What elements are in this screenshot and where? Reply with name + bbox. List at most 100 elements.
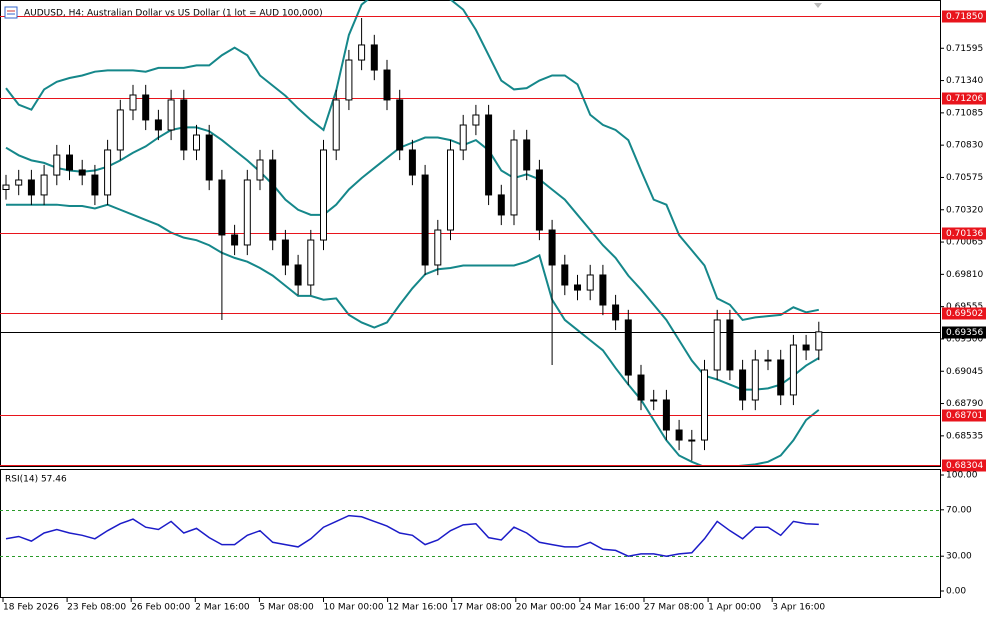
bollinger-lower (6, 203, 820, 466)
candle-body (154, 119, 162, 131)
candle-body (180, 99, 188, 151)
x-tick-label: 24 Mar 16:00 (580, 603, 640, 613)
x-tick-label: 10 Mar 00:00 (324, 603, 384, 613)
y-tick-label: 0.70575 (946, 173, 983, 183)
current-price-box (942, 326, 986, 339)
candle-body (66, 154, 73, 171)
y-tick-label: 100.00 (946, 471, 978, 481)
candle-body (510, 139, 518, 216)
candle-body (574, 284, 581, 291)
candle-body (243, 179, 251, 246)
candle-body (218, 179, 226, 236)
candle-body (624, 319, 632, 376)
candle-body (91, 174, 99, 196)
candle-body (370, 44, 378, 71)
candle-body (586, 274, 594, 291)
candle-body (497, 194, 505, 216)
candle-body (78, 169, 86, 176)
x-tick-label: 26 Feb 00:00 (131, 603, 190, 613)
candle-body (129, 94, 137, 111)
candle-body (53, 154, 61, 176)
x-tick-label: 5 Mar 08:00 (259, 603, 314, 613)
candle-body (332, 99, 340, 151)
candle-body (269, 159, 277, 241)
candle-body (701, 369, 708, 441)
candle-body (358, 44, 366, 61)
level-label-box (942, 409, 986, 422)
candle-body (281, 239, 289, 266)
candle-body (434, 229, 442, 266)
rsi-panel (0, 469, 941, 598)
candle-body (535, 169, 543, 231)
candle-body (193, 134, 200, 151)
x-tick-label: 18 Feb 2026 (3, 603, 59, 613)
x-tick-label: 1 Apr 00:00 (708, 603, 761, 613)
candle-body (751, 359, 759, 401)
candle-body (675, 429, 683, 441)
candle-body (662, 399, 670, 431)
candle-body (802, 344, 810, 351)
candle-body (459, 124, 467, 151)
x-tick-label: 2 Mar 16:00 (195, 603, 250, 613)
candle-body (713, 319, 721, 371)
candle-body (396, 99, 404, 151)
level-label-box (942, 227, 986, 240)
candle-body (447, 149, 454, 231)
x-tick-label: 27 Mar 08:00 (644, 603, 704, 613)
level-label: 0.69502 (946, 309, 983, 319)
level-label: 0.71206 (946, 94, 983, 104)
x-tick-label: 3 Apr 16:00 (772, 603, 825, 613)
candle-body (815, 331, 823, 351)
candle-body (599, 274, 607, 306)
bollinger-upper (5, 0, 819, 322)
candle-body (421, 174, 429, 266)
y-tick-label: 0.69045 (946, 367, 983, 377)
candle-body (142, 94, 150, 121)
candle-body (561, 264, 569, 286)
candle-body (637, 374, 645, 401)
y-tick-label: 0.69810 (946, 270, 983, 280)
y-tick-label: 0.70830 (946, 141, 983, 151)
candle-body (2, 184, 10, 190)
scroll-marker (814, 3, 822, 8)
candle-body (523, 139, 531, 171)
x-tick-label: 17 Mar 08:00 (452, 603, 512, 613)
y-tick-label: 0.69300 (946, 334, 983, 344)
chart-title: AUDUSD, H4: Australian Dollar vs US Doll… (24, 9, 323, 19)
candle-body (104, 149, 112, 196)
candle-body (739, 369, 747, 401)
candle-body (345, 59, 353, 101)
candle-body (231, 234, 239, 246)
y-tick-label: 70.00 (946, 505, 972, 515)
candle-body (320, 149, 327, 241)
y-tick-label: 0.68535 (946, 431, 983, 441)
candle-body (789, 344, 797, 396)
y-tick-label: 30.00 (946, 552, 972, 562)
level-label: 0.68701 (946, 411, 983, 421)
candle-body (408, 149, 416, 176)
candle-body (307, 239, 315, 286)
level-label: 0.70136 (946, 229, 983, 239)
level-label: 0.68304 (946, 461, 983, 471)
candle-body (472, 114, 480, 126)
x-tick-label: 12 Mar 16:00 (388, 603, 448, 613)
candle-body (167, 99, 175, 131)
y-tick-label: 0.70320 (946, 205, 983, 215)
candle-body (294, 264, 302, 286)
y-tick-label: 0.68790 (946, 399, 983, 409)
candle-body (777, 359, 785, 396)
candle-body (688, 439, 696, 442)
candle-body (15, 179, 23, 186)
rsi-title: RSI(14) 57.46 (5, 475, 67, 485)
candle-body (383, 69, 391, 101)
level-label-box (942, 92, 986, 105)
candle-body (116, 109, 124, 151)
candle-body (256, 159, 264, 181)
level-label: 0.71850 (946, 12, 983, 22)
candle-body (40, 174, 48, 196)
candle-body (726, 319, 734, 371)
rsi-line (5, 514, 819, 557)
x-tick-label: 23 Feb 08:00 (67, 603, 126, 613)
y-tick-label: 0.71340 (946, 76, 983, 86)
